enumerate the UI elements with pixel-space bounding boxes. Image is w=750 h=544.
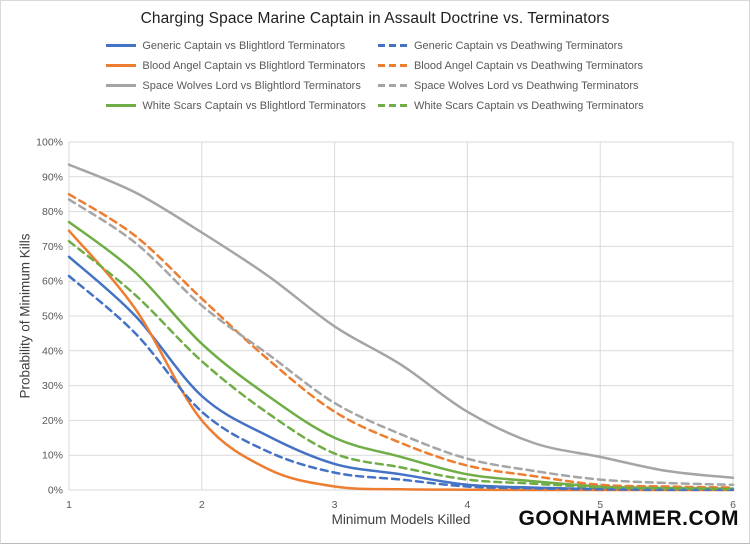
x-tick-label: 2: [199, 499, 205, 511]
y-tick-label: 50%: [42, 311, 63, 323]
legend-label: Generic Captain vs Blightlord Terminator…: [142, 39, 346, 52]
legend-item: Blood Angel Captain vs Blightlord Termin…: [106, 59, 366, 72]
legend-label: Blood Angel Captain vs Blightlord Termin…: [142, 59, 366, 72]
y-tick-label: 60%: [42, 276, 63, 288]
series-line-7: [67, 239, 735, 491]
x-tick-label: 5: [597, 499, 603, 511]
y-tick-label: 80%: [42, 206, 63, 218]
y-tick-label: 100%: [36, 137, 63, 149]
series-line-4: [67, 274, 735, 491]
legend-item: White Scars Captain vs Deathwing Termina…: [377, 99, 644, 112]
y-tick-label: 30%: [42, 380, 63, 392]
legend-item: Space Wolves Lord vs Blightlord Terminat…: [106, 79, 366, 92]
y-tick-label: 70%: [42, 241, 63, 253]
y-tick-label: 90%: [42, 171, 63, 183]
legend-solid-line-swatch: [106, 44, 137, 47]
y-tick-label: 40%: [42, 345, 63, 357]
y-tick-label: 0%: [48, 485, 63, 497]
legend-grid: Generic Captain vs Blightlord Terminator…: [106, 39, 644, 112]
legend-solid-line-swatch: [106, 64, 137, 67]
legend-label: Space Wolves Lord vs Deathwing Terminato…: [413, 79, 639, 92]
legend-label: Space Wolves Lord vs Blightlord Terminat…: [142, 79, 361, 92]
legend-item: Space Wolves Lord vs Deathwing Terminato…: [377, 79, 644, 92]
legend-item: White Scars Captain vs Blightlord Termin…: [106, 99, 366, 112]
legend-label: Blood Angel Captain vs Deathwing Termina…: [413, 59, 644, 72]
series-line-6: [67, 198, 735, 487]
series-line-1: [67, 229, 735, 492]
y-tick-label: 10%: [42, 450, 63, 462]
chart-title: Charging Space Marine Captain in Assault…: [140, 10, 610, 27]
x-tick-label: 1: [66, 499, 72, 511]
y-tick-label: 20%: [42, 415, 63, 427]
legend-dashed-line-swatch: [377, 104, 408, 107]
x-tick-label: 4: [464, 499, 470, 511]
x-tick-label: 6: [730, 499, 736, 511]
legend-solid-line-swatch: [106, 84, 137, 87]
x-axis-title: Minimum Models Killed: [331, 512, 471, 527]
y-axis-title: Probability of Minimum Kills: [17, 233, 33, 399]
legend-dashed-line-swatch: [377, 44, 408, 47]
legend-label: Generic Captain vs Deathwing Terminators: [413, 39, 623, 52]
legend-item: Blood Angel Captain vs Deathwing Termina…: [377, 59, 644, 72]
legend-item: Generic Captain vs Deathwing Terminators: [377, 39, 644, 52]
legend-label: White Scars Captain vs Blightlord Termin…: [142, 99, 366, 112]
legend-label: White Scars Captain vs Deathwing Termina…: [413, 99, 644, 112]
x-tick-label: 3: [332, 499, 338, 511]
legend-dashed-line-swatch: [377, 84, 408, 87]
goonhammer-watermark: GOONHAMMER.COM: [518, 507, 739, 530]
legend-dashed-line-swatch: [377, 64, 408, 67]
series-line-5: [67, 192, 735, 489]
series-line-2: [67, 163, 735, 480]
legend-item: Generic Captain vs Blightlord Terminator…: [106, 39, 366, 52]
legend-solid-line-swatch: [106, 104, 137, 107]
legend: Generic Captain vs Blightlord Terminator…: [1, 39, 749, 112]
